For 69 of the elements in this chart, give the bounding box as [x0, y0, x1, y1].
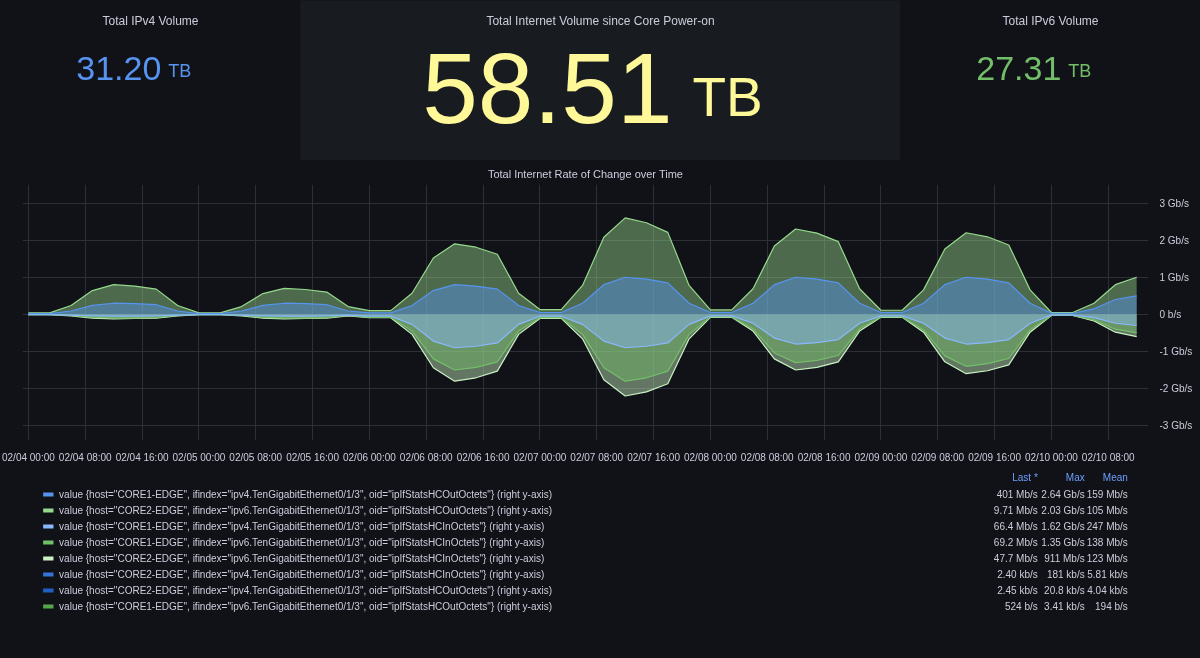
y2-tick-label: -3 Gb/s: [1159, 420, 1193, 432]
text: 181 kb/s: [1046, 569, 1085, 580]
legend-label: value {host="CORE1-EDGE", ifindex="ipv4.TenGigabitEthernet0/1/3", oid="ipIfStatsHCInOctets"} (right y-axis): [59, 521, 545, 532]
x-tick-label: 02/07 00:00: [513, 451, 567, 463]
x-tick-label: 02/06 08:00: [399, 451, 454, 463]
x-tick-label: 02/05 00:00: [172, 451, 226, 463]
text: Last *: [1012, 472, 1038, 483]
text: 9.71 Mb/s: [993, 505, 1038, 516]
y2-tick-label: 0 b/s: [1159, 308, 1182, 320]
text: 69.2 Mb/s: [993, 537, 1038, 548]
x-tick-label: 02/05 08:00: [229, 451, 283, 463]
x-tick-label: 02/05 16:00: [286, 451, 340, 463]
text: 20.8 kb/s: [1044, 585, 1085, 596]
text: 2.64 Gb/s: [1041, 489, 1085, 500]
text: 1.62 Gb/s: [1041, 521, 1085, 532]
x-tick-label: 02/08 00:00: [684, 451, 738, 463]
x-tick-label: 02/09 08:00: [911, 451, 965, 463]
text: 47.7 Mb/s: [993, 553, 1038, 564]
x-tick-label: 02/06 16:00: [456, 451, 510, 463]
y2-tick-label: -2 Gb/s: [1159, 383, 1193, 395]
legend-label: value {host="CORE1-EDGE", ifindex="ipv6.TenGigabitEthernet0/1/3", oid="ipIfStatsHCInOctets"} (right y-axis): [59, 537, 545, 548]
y2-tick-label: 1 Gb/s: [1159, 271, 1189, 283]
x-tick-label: 02/09 16:00: [968, 451, 1022, 463]
x-tick-label: 02/04 00:00: [2, 451, 56, 463]
text: 401 Mb/s: [996, 489, 1038, 500]
text: 4.04 kb/s: [1087, 585, 1128, 596]
x-tick-label: 02/04 16:00: [115, 451, 169, 463]
text: 2.40 kb/s: [997, 569, 1038, 580]
y2-tick-label: 2 Gb/s: [1159, 234, 1189, 246]
text: 31.20 TB: [76, 49, 192, 87]
x-tick-label: 02/09 00:00: [854, 451, 908, 463]
text: 66.4 Mb/s: [993, 521, 1038, 532]
x-tick-label: 02/10 08:00: [1081, 451, 1136, 463]
text: Total IPv4 Volume: [102, 13, 199, 28]
x-tick-label: 02/08 16:00: [797, 451, 851, 463]
text: 247 Mb/s: [1086, 521, 1128, 532]
text: Mean: [1102, 472, 1128, 483]
legend-label: value {host="CORE2-EDGE", ifindex="ipv4.TenGigabitEthernet0/1/3", oid="ipIfStatsHCOutOctets"} (right y-axis): [59, 585, 553, 596]
text: 105 Mb/s: [1086, 505, 1128, 516]
text: 2.03 Gb/s: [1041, 505, 1085, 516]
legend-label: value {host="CORE1-EDGE", ifindex="ipv4.TenGigabitEthernet0/1/3", oid="ipIfStatsHCOutOctets"} (right y-axis): [59, 489, 553, 500]
text: Total Internet Volume since Core Power-on: [486, 13, 715, 28]
text: 58.51 TB: [422, 32, 763, 144]
text: 911 Mb/s: [1044, 553, 1085, 564]
x-tick-label: 02/07 16:00: [627, 451, 681, 463]
x-tick-label: 02/08 08:00: [740, 451, 795, 463]
text: Max: [1065, 472, 1085, 483]
x-tick-label: 02/06 00:00: [343, 451, 397, 463]
text: 524 b/s: [1004, 601, 1038, 612]
text: 3.41 kb/s: [1044, 601, 1085, 612]
x-tick-label: 02/07 08:00: [570, 451, 624, 463]
text: 123 Mb/s: [1086, 553, 1128, 564]
legend-label: value {host="CORE1-EDGE", ifindex="ipv6.TenGigabitEthernet0/1/3", oid="ipIfStatsHCOutOctets"} (right y-axis): [59, 601, 553, 612]
x-tick-label: 02/04 08:00: [58, 451, 113, 463]
chart-title: Total Internet Rate of Change over Time: [487, 167, 683, 180]
text: 2.45 kb/s: [997, 585, 1038, 596]
legend-label: value {host="CORE2-EDGE", ifindex="ipv4.TenGigabitEthernet0/1/3", oid="ipIfStatsHCInOctets"} (right y-axis): [59, 569, 545, 580]
text: 1.35 Gb/s: [1041, 537, 1085, 548]
legend-label: value {host="CORE2-EDGE", ifindex="ipv6.TenGigabitEthernet0/1/3", oid="ipIfStatsHCOutOctets"} (right y-axis): [59, 505, 553, 516]
x-tick-label: 02/10 00:00: [1025, 451, 1079, 463]
legend-label: value {host="CORE2-EDGE", ifindex="ipv6.TenGigabitEthernet0/1/3", oid="ipIfStatsHCInOctets"} (right y-axis): [59, 553, 545, 564]
text: 27.31 TB: [976, 49, 1092, 87]
text: 138 Mb/s: [1086, 537, 1128, 548]
text: 159 Mb/s: [1086, 489, 1128, 500]
y2-tick-label: -1 Gb/s: [1159, 345, 1193, 357]
y2-tick-label: 3 Gb/s: [1159, 197, 1189, 209]
text: 5.81 kb/s: [1087, 569, 1128, 580]
text: Total IPv6 Volume: [1002, 13, 1099, 28]
text: 194 b/s: [1095, 601, 1128, 612]
